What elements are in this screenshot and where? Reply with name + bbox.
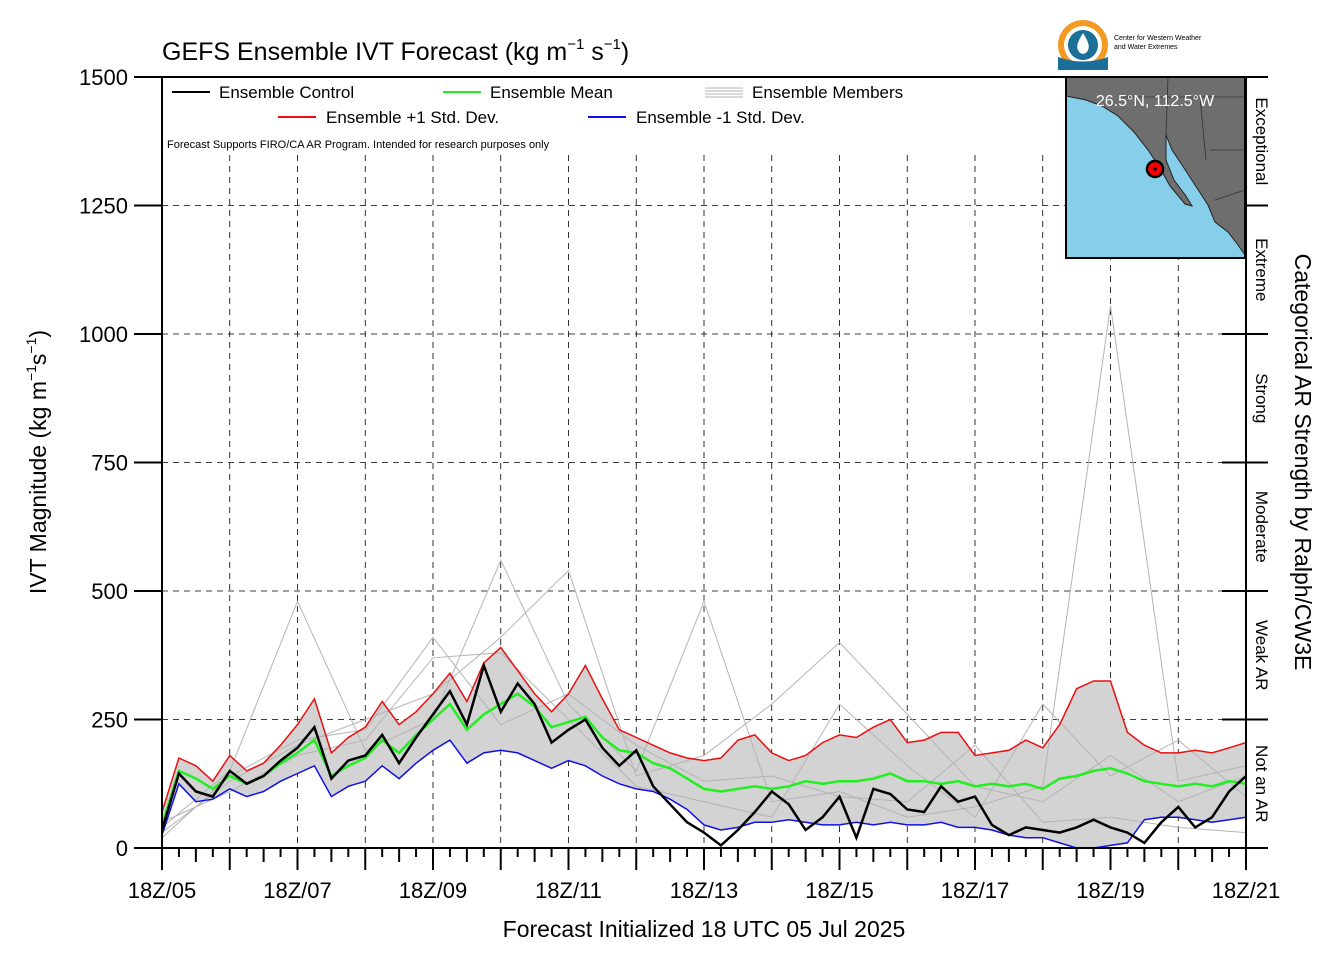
legend-label-mean: Ensemble Mean: [490, 83, 613, 102]
location-inset-map: 26.5°N, 112.5°W: [1065, 76, 1246, 259]
y-tick-label: 1000: [79, 322, 128, 347]
ensemble-members: [162, 305, 1246, 839]
chart-title: GEFS Ensemble IVT Forecast (kg m−1 s−1): [162, 36, 629, 66]
logo-drop-icon: [1077, 33, 1089, 54]
mean-line: [162, 692, 1246, 826]
ensemble-member-line: [162, 569, 1246, 833]
legend-label-minus: Ensemble -1 Std. Dev.: [636, 108, 805, 127]
location-label: 26.5°N, 112.5°W: [1096, 93, 1215, 110]
logo-text-line2: and Water Extremes: [1114, 44, 1178, 51]
category-label: Not an AR: [1252, 745, 1271, 823]
x-tick-label: 18Z/09: [399, 878, 468, 903]
y-tick-label: 1250: [79, 194, 128, 219]
control-line: [162, 661, 1246, 848]
category-label: Extreme: [1252, 238, 1271, 301]
x-tick-label: 18Z/07: [263, 878, 332, 903]
category-label: Weak AR: [1252, 620, 1271, 691]
category-label: Moderate: [1252, 491, 1271, 563]
y-tick-label: 500: [91, 579, 128, 604]
legend-label-members: Ensemble Members: [752, 83, 903, 102]
y-tick-label: 1500: [79, 65, 128, 90]
y-tick-label: 250: [91, 708, 128, 733]
y-tick-label: 0: [116, 836, 128, 861]
y-tick-label: 750: [91, 451, 128, 476]
ensemble-member-line: [162, 636, 1246, 839]
x-axis: 18Z/05 18Z/07 18Z/09 18Z/11 18Z/13 18Z/15 18Z/…: [128, 848, 1281, 903]
x-axis-label: Forecast Initialized 18 UTC 05 Jul 2025: [503, 916, 906, 942]
cw3e-logo: Center for Western Weather and Water Ext…: [1058, 20, 1202, 70]
x-tick-label: 18Z/11: [535, 878, 602, 903]
plus-std-line: [162, 646, 1246, 813]
x-tick-label: 18Z/17: [941, 878, 1010, 903]
inset-land: [1066, 77, 1245, 256]
logo-text-line1: Center for Western Weather: [1114, 35, 1202, 42]
y-axis-label: IVT Magnitude (kg m−1s−1): [23, 330, 51, 594]
right-axis-label: Categorical AR Strength by Ralph/CW3E: [1290, 254, 1316, 671]
legend-label-plus: Ensemble +1 Std. Dev.: [326, 108, 499, 127]
x-tick-label: 18Z/15: [805, 878, 874, 903]
legend-swatch-members: [705, 87, 743, 98]
x-tick-label: 18Z/05: [128, 878, 197, 903]
ensemble-member-line: [162, 305, 1246, 828]
research-note: Forecast Supports FIRO/CA AR Program. In…: [167, 139, 550, 151]
category-label: Strong: [1252, 373, 1271, 423]
y-axis: 0 250 500 750 1000 1250 1500: [79, 65, 162, 861]
ar-category-axis: Not an AR Weak AR Moderate Strong Extreme Exc…: [1222, 76, 1271, 849]
x-tick-label: 18Z/19: [1076, 878, 1145, 903]
ensemble-member-line: [162, 652, 1246, 823]
legend-label-control: Ensemble Control: [219, 83, 354, 102]
legend: Ensemble Control Ensemble Mean Ensemble …: [167, 83, 903, 151]
minus-std-line: [162, 739, 1246, 848]
x-tick-label: 18Z/13: [670, 878, 739, 903]
x-tick-label: 18Z/21: [1212, 878, 1281, 903]
category-label: Exceptional: [1252, 97, 1271, 185]
